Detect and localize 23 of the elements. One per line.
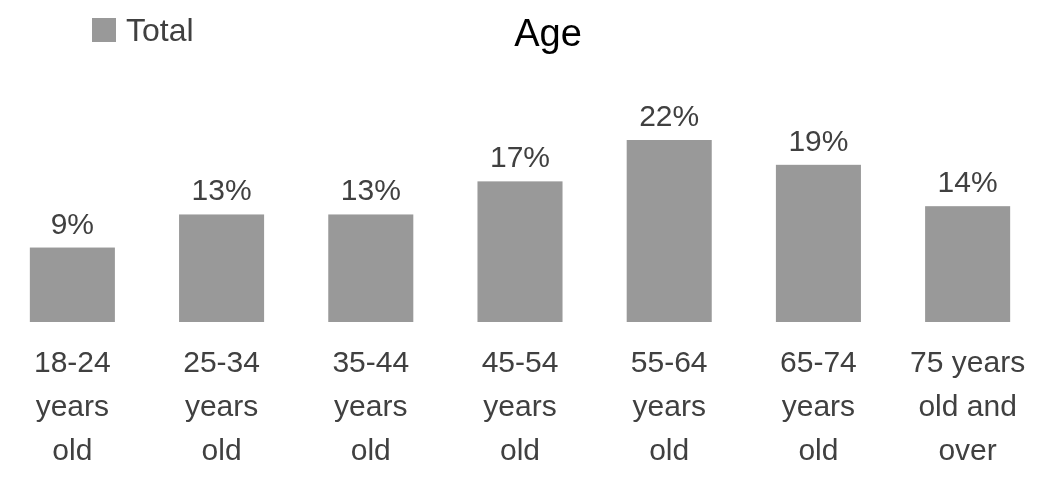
x-tick-label: 18-24 years old	[34, 345, 111, 466]
data-label: 14%	[937, 165, 998, 199]
bar	[29, 247, 115, 322]
x-tick-label: 25-34 years old	[183, 345, 260, 466]
data-label: 17%	[489, 140, 551, 174]
data-label: 13%	[340, 173, 401, 207]
bar	[925, 206, 1011, 322]
x-tick-label: 45-54 years old	[481, 345, 559, 466]
bar	[328, 214, 414, 322]
data-label: 19%	[788, 123, 849, 157]
chart-title: Age	[514, 12, 582, 54]
bar	[626, 140, 712, 322]
bar	[775, 164, 861, 322]
bar	[179, 214, 265, 322]
legend-label: Total	[126, 12, 194, 48]
bar	[477, 181, 563, 322]
x-tick-label: 75 years old and over	[910, 345, 1026, 466]
data-label: 9%	[50, 206, 95, 240]
data-label: 13%	[191, 173, 252, 207]
x-tick-label: 35-44 years old	[332, 345, 410, 466]
data-label: 22%	[639, 99, 700, 132]
x-tick-label: 65-74 years old	[780, 345, 857, 466]
x-tick-label: 55-64 years old	[630, 345, 708, 466]
